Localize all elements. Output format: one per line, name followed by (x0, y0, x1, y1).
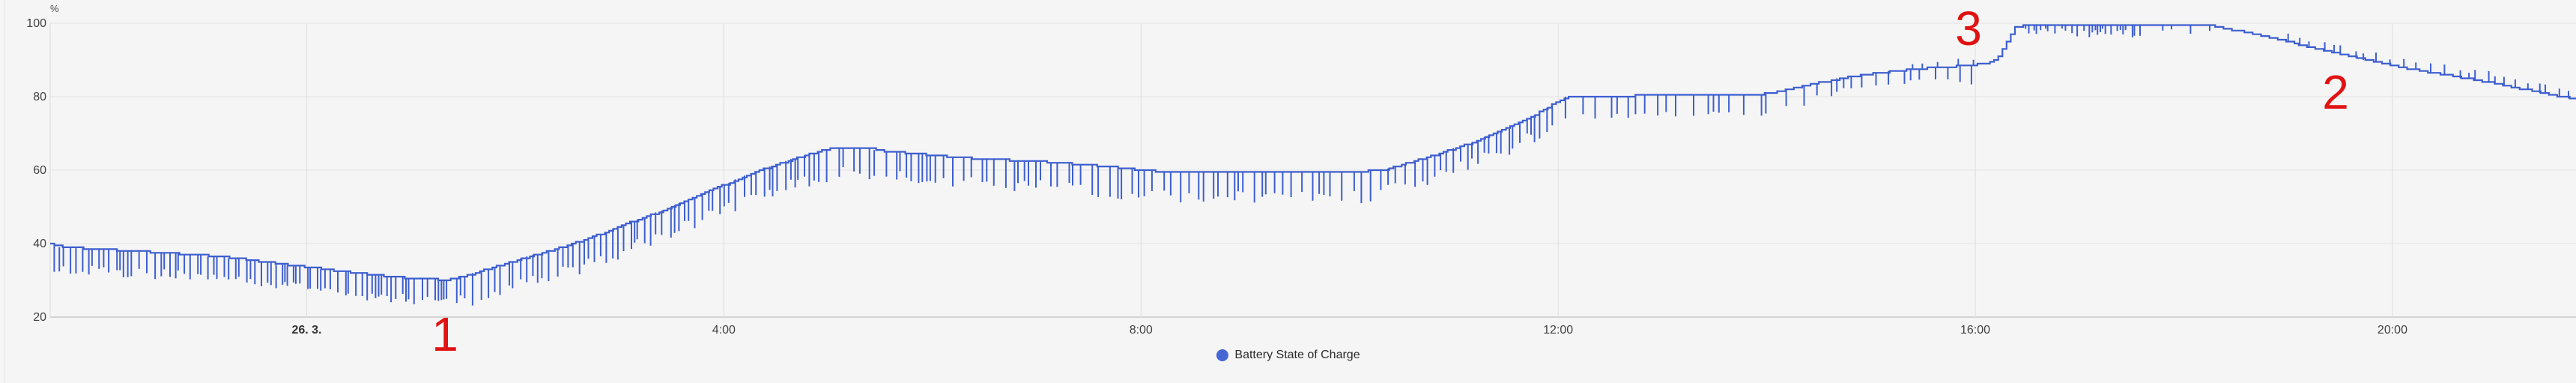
legend-dot (1216, 349, 1228, 361)
x-tick-label-20h: 20:00 (2377, 324, 2407, 337)
annotation-2: 2 (2322, 65, 2349, 119)
y-tick-label-20: 20 (33, 311, 46, 324)
annotation-1: 1 (431, 307, 458, 361)
x-tick-label-4h: 4:00 (712, 324, 736, 337)
x-tick-label-8h: 8:00 (1129, 324, 1153, 337)
legend-label: Battery State of Charge (1234, 349, 1360, 361)
x-tick-label-date: 26. 3. (291, 324, 322, 337)
annotation-3: 3 (1955, 1, 1982, 55)
legend-item-battery-soc[interactable]: Battery State of Charge (1216, 349, 1360, 362)
y-tick-label-100: 100 (26, 17, 46, 30)
y-tick-label-40: 40 (33, 238, 46, 250)
y-tick-label-60: 60 (33, 164, 46, 177)
x-tick-label-12h: 12:00 (1543, 324, 1574, 337)
x-tick-label-16h: 16:00 (1960, 324, 1991, 337)
y-axis-unit: % (50, 3, 59, 14)
y-tick-label-80: 80 (33, 91, 46, 103)
